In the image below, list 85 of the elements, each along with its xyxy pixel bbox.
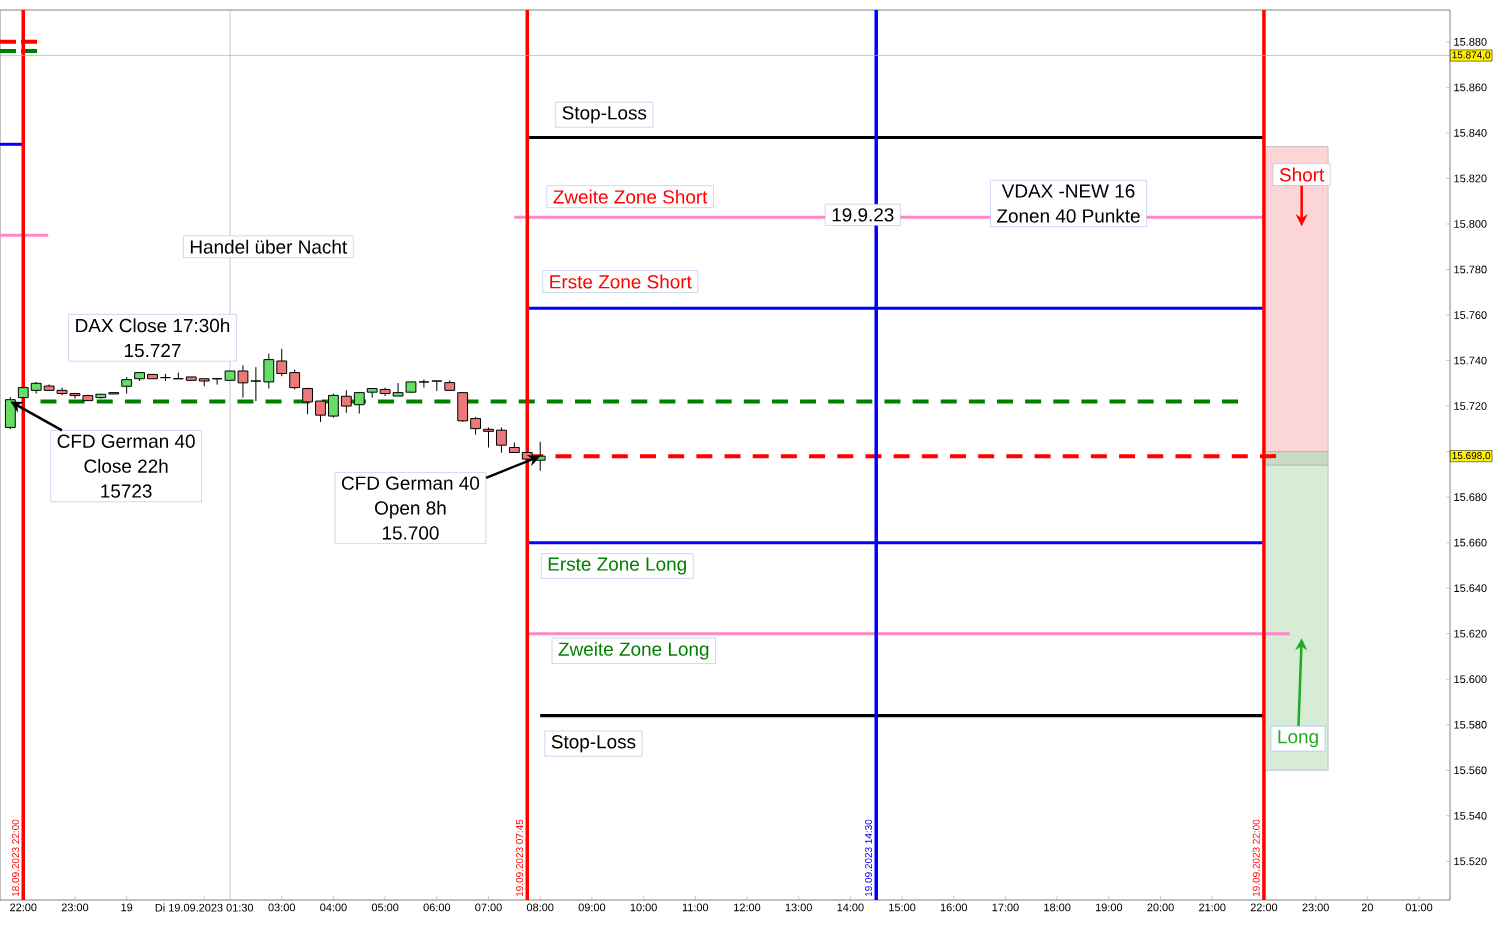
annotation: Zweite Zone Short [553,189,708,204]
annotation: Open 8h [375,500,446,519]
y-tick-label: 15.820 [1454,174,1487,183]
candlestick [315,400,326,423]
annotation: Close 22h [84,458,168,473]
y-tick-label: 15.840 [1454,129,1487,137]
x-tick-label: 03:00 [268,903,295,912]
annotation: Stop-Loss [551,735,636,753]
annotation: Zweite Zone Long [558,641,709,660]
x-tick-label: Di 19.09.2023 01:30 [155,903,254,912]
annotation: Handel über Nacht [190,239,348,254]
candlestick [353,392,365,415]
x-tick-label: 15:00 [889,903,916,912]
y-tick-label: 15.760 [1454,311,1487,319]
x-tick-label: 21:00 [1199,903,1226,912]
x-tick-label: 13:00 [785,903,812,912]
x-tick-label: 18:00 [1044,903,1071,912]
x-tick-label: 23:00 [1302,903,1329,912]
candlestick [250,366,262,402]
annotation: Long [1278,730,1318,748]
ref-line-label: 19.09.2023 22:00 [1252,819,1260,897]
annotation: Zonen 40 Punkte [997,208,1140,223]
ref-line-label: 19.09.2023 07:45 [516,819,524,897]
y-tick-label: 15.560 [1454,766,1487,775]
ref-line-label: 18.09.2023 22:00 [12,819,20,897]
annotation: 15.700 [382,526,439,540]
annotation: CFD German 40 [341,476,480,490]
x-tick-label: 06:00 [423,903,451,912]
annotation: Erste Zone Long [548,557,686,575]
annotation: Short [1279,167,1325,182]
x-tick-label: 01:00 [1405,903,1433,912]
y-tick-label: 15.520 [1454,857,1487,866]
annotation: Stop-Loss [562,106,647,124]
ref-line-label: 19.09.2023 14:30 [864,819,873,897]
y-tick-label: 15.540 [1454,811,1487,820]
x-tick-label: 20 [1361,903,1373,912]
x-tick-label: 16:00 [940,903,968,912]
y-tick-label: 15.880 [1454,37,1487,46]
candlestick [418,378,430,389]
x-tick-label: 14:00 [837,903,864,912]
x-tick-label: 08:00 [526,903,554,912]
x-tick-label: 11:00 [682,903,709,912]
x-tick-label: 09:00 [578,903,606,912]
annotation: DAX Close 17:30h [76,318,230,333]
x-tick-label: 19:00 [1095,903,1123,912]
annotation: 15.727 [124,343,181,358]
x-tick-label: 10:00 [630,903,657,912]
y-tick-label: 15.740 [1454,356,1487,365]
x-tick-label: 20:00 [1147,903,1174,912]
ref-line-label: 15.874,0 [1452,51,1491,60]
x-tick-label: 07:00 [475,903,502,912]
y-tick-label: 15.640 [1454,584,1487,593]
y-tick-label: 15.660 [1454,538,1487,547]
candlestick [211,378,223,386]
y-tick-label: 15.580 [1454,720,1487,729]
annotation: 15723 [101,484,152,498]
x-tick-label: 04:00 [320,903,347,912]
x-tick-label: 22:00 [1250,903,1278,912]
y-tick-label: 15.680 [1454,493,1487,501]
candlestick [302,387,313,415]
candlestick [289,369,301,390]
y-tick-label: 15.800 [1454,220,1487,228]
candlestick [431,380,443,392]
text: 15.698,0 [1452,452,1491,461]
candlestick [328,393,339,419]
candlestick [263,353,275,390]
x-tick-label: 19 [121,903,133,912]
y-tick-label: 15.620 [1454,629,1487,638]
candlestick [276,348,288,377]
x-tick-label: 22:00 [10,903,37,912]
x-tick-label: 05:00 [371,903,399,912]
y-tick-label: 15.720 [1454,402,1487,410]
annotation: VDAX -NEW 16 [1001,184,1135,198]
x-tick-label: 17:00 [992,903,1019,912]
x-tick-label: 12:00 [734,903,761,912]
annotation: Erste Zone Short [550,274,692,289]
x-tick-label: 23:00 [61,903,89,912]
candlestick [496,426,507,454]
candlestick [340,389,352,414]
annotation: CFD German 40 [57,434,195,448]
y-tick-label: 15.780 [1454,265,1487,274]
candlestick [483,426,494,448]
y-tick-label: 15.600 [1454,675,1487,684]
y-tick-label: 15.860 [1454,83,1487,92]
annotation: 19.9.23 [832,208,894,222]
